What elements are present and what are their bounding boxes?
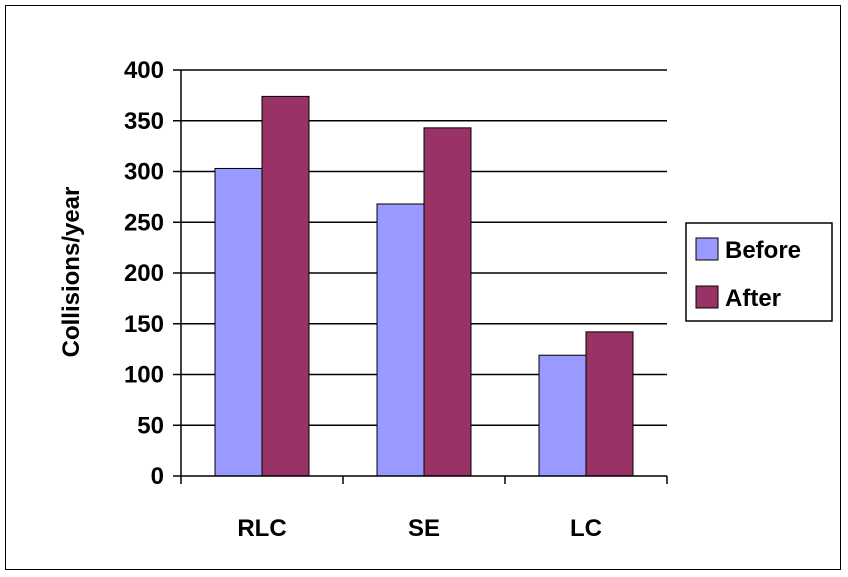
bar-before-rlc (214, 167, 263, 477)
y-tick-label: 250 (124, 209, 164, 236)
bar-before-se (376, 203, 425, 477)
y-tick-label: 200 (124, 260, 164, 287)
bar-after-se (423, 127, 472, 477)
y-tick-label: 300 (124, 159, 164, 186)
legend-swatch-before (695, 237, 719, 261)
x-tick-label: SE (408, 515, 440, 542)
y-tick-label: 350 (124, 108, 164, 135)
legend-label-after: After (725, 285, 781, 312)
y-axis-label: Collisions/year (58, 187, 85, 358)
legend-swatch-after (695, 285, 719, 309)
bars (214, 95, 634, 477)
y-tick-label: 50 (137, 412, 164, 439)
bar-before-lc (538, 354, 587, 477)
bar-after-rlc (261, 95, 310, 477)
bar-after-lc (585, 331, 634, 477)
axes (173, 69, 668, 484)
x-tick-label: LC (570, 515, 602, 542)
legend: Before After (685, 222, 833, 322)
y-tick-label: 0 (151, 463, 164, 490)
y-tick-label: 150 (124, 311, 164, 338)
x-tick-labels: RLC SE LC (237, 515, 602, 542)
legend-label-before: Before (725, 237, 801, 264)
y-tick-label: 400 (124, 57, 164, 84)
x-tick-label: RLC (237, 515, 286, 542)
y-tick-labels: 0 50 100 150 200 250 300 350 400 (124, 57, 164, 490)
y-tick-label: 100 (124, 362, 164, 389)
